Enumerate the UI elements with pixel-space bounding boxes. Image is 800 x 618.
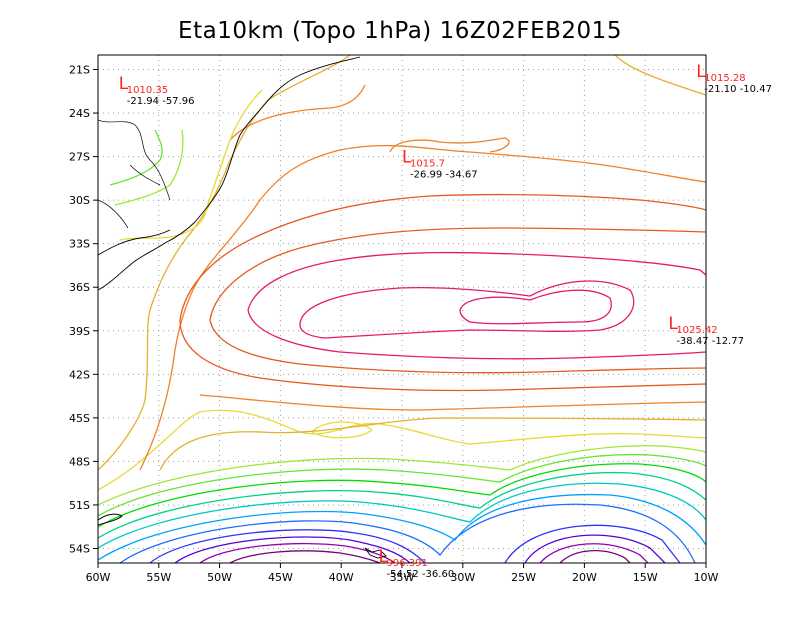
pressure-center-value: 1025.42 xyxy=(676,325,717,336)
isobar-line xyxy=(114,129,184,206)
isobar-line xyxy=(504,524,681,563)
lon-tick-label: 10W xyxy=(694,571,719,584)
lat-tick-label: 36S xyxy=(69,281,90,294)
lon-tick-label: 55W xyxy=(146,571,171,584)
lat-lon-grid xyxy=(97,55,707,563)
lon-tick-label: 60W xyxy=(86,571,111,584)
lon-tick-label: 20W xyxy=(572,571,597,584)
isobar-contours xyxy=(98,55,706,563)
lat-tick-label: 24S xyxy=(69,107,90,120)
axis-ticks: 21S 24S 27S 30S 33S 36S 39S 42S 45S 48S 51S 54S 60W 5… xyxy=(69,64,719,584)
pressure-center-letter: L xyxy=(696,62,706,82)
lon-tick-label: 40W xyxy=(329,571,354,584)
border-line xyxy=(98,119,171,229)
isobar-line xyxy=(119,89,263,241)
lat-tick-label: 51S xyxy=(69,499,90,512)
lat-tick-label: 45S xyxy=(69,412,90,425)
isobar-line xyxy=(614,55,706,96)
pressure-center-value: 1015.7 xyxy=(410,158,445,169)
lat-tick-label: 27S xyxy=(69,151,90,164)
coastline-uruguay xyxy=(98,229,171,256)
pressure-center-letter: L xyxy=(668,314,678,334)
map-title: Eta10km (Topo 1hPa) 16Z02FEB2015 xyxy=(178,18,622,44)
coastline-islands xyxy=(364,547,387,559)
pressure-center-coords: -21.10 -10.47 xyxy=(704,84,772,95)
isobar-line xyxy=(98,493,706,561)
isobar-line xyxy=(139,144,706,471)
isobar-line xyxy=(459,289,612,325)
lat-tick-label: 48S xyxy=(69,455,90,468)
lat-tick-label: 42S xyxy=(69,368,90,381)
lat-tick-label: 39S xyxy=(69,325,90,338)
lon-tick-label: 50W xyxy=(207,571,232,584)
pressure-center-letter: L xyxy=(402,147,412,167)
lon-tick-label: 30W xyxy=(450,571,475,584)
lon-tick-label: 35W xyxy=(390,571,415,584)
lat-tick-label: 54S xyxy=(69,542,90,555)
isobar-line xyxy=(149,529,426,563)
pressure-center-value: 1015.28 xyxy=(704,73,745,84)
coastline xyxy=(98,56,387,559)
isobar-line xyxy=(299,280,635,339)
pressure-center-coords: -21.94 -57.96 xyxy=(127,96,195,107)
lat-tick-label: 21S xyxy=(69,64,90,77)
isobar-line xyxy=(98,55,351,471)
isobar-line xyxy=(311,421,374,439)
isobar-line xyxy=(209,227,706,374)
isobar-line xyxy=(389,137,510,153)
isobar-line xyxy=(159,417,706,471)
lat-tick-label: 30S xyxy=(69,194,90,207)
pressure-center-value: 1010.35 xyxy=(127,85,168,96)
pressure-center-coords: -54.52 -36.60 xyxy=(387,569,455,580)
pressure-center-letter: L xyxy=(379,547,389,567)
isobar-line xyxy=(179,193,706,392)
isobar-line xyxy=(98,471,706,539)
isobar-line xyxy=(98,463,706,528)
isobar-line xyxy=(98,453,706,517)
isobar-line xyxy=(199,394,706,411)
lon-tick-label: 45W xyxy=(268,571,293,584)
pressure-center-value: 996.391 xyxy=(387,558,428,569)
isobar-line xyxy=(174,536,411,563)
lon-tick-label: 15W xyxy=(633,571,658,584)
isobar-line xyxy=(524,534,666,563)
isobar-line xyxy=(98,482,706,549)
isobar-line xyxy=(119,503,696,563)
pressure-center-letter: L xyxy=(119,74,129,94)
isobar-line xyxy=(98,445,706,506)
isobar-line xyxy=(247,251,706,360)
isobar-line xyxy=(199,542,396,563)
isobar-line xyxy=(229,84,366,141)
isobar-line xyxy=(559,549,631,563)
isobar-line xyxy=(109,129,163,186)
lon-tick-label: 25W xyxy=(511,571,536,584)
coastline-south-america xyxy=(98,56,361,291)
isobar-line xyxy=(539,543,649,563)
map-frame xyxy=(97,54,707,564)
lat-tick-label: 33S xyxy=(69,238,90,251)
coastline-tierra-del-fuego xyxy=(98,513,123,526)
isobar-line xyxy=(229,550,381,563)
pressure-center-coords: -38.47 -12.77 xyxy=(676,336,744,347)
pressure-center-coords: -26.99 -34.67 xyxy=(410,169,478,180)
